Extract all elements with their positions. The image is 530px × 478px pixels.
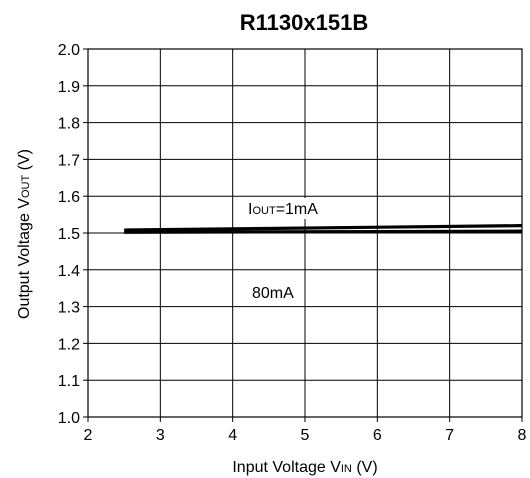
y-tick-label: 1.4 [58, 263, 80, 280]
y-tick-label: 1.1 [58, 373, 80, 390]
y-axis-label-unit: (V) [16, 149, 33, 175]
chart-title: R1130x151B [240, 10, 368, 35]
x-tick-labels: 2 3 4 5 6 7 8 [84, 427, 527, 444]
y-axis-label: Output Voltage VOUT (V) [16, 149, 33, 319]
y-tick-label: 1.6 [58, 189, 80, 206]
x-tick-label: 7 [445, 427, 454, 444]
y-tick-label: 2.0 [58, 42, 80, 59]
y-axis-label-main: Output Voltage V [16, 198, 33, 319]
y-tick-label: 1.7 [58, 152, 80, 169]
series-line-iout-1ma [124, 224, 523, 232]
y-tick-label: 1.5 [58, 226, 80, 243]
x-tick-label: 2 [84, 427, 93, 444]
y-tick-labels: 1.0 1.1 1.2 1.3 1.4 1.5 1.6 1.7 1.8 1.9 2.0 [58, 42, 80, 427]
x-axis-label-sub: IN [341, 463, 352, 475]
annotation-backing [244, 198, 354, 219]
y-tick-label: 1.3 [58, 300, 80, 317]
x-axis-label: Input Voltage VIN (V) [232, 459, 377, 476]
y-tick-label: 1.0 [58, 410, 80, 427]
plot-frame [87, 48, 523, 418]
x-tick-label: 4 [228, 427, 237, 444]
y-tick-label: 1.2 [58, 336, 80, 353]
annotation-80ma: 80mA [252, 285, 294, 302]
y-tick-label: 1.8 [58, 116, 80, 133]
y-axis-label-sub: OUT [20, 175, 32, 199]
annotation-iout-post: =1mA [276, 201, 319, 218]
x-tick-label: 8 [518, 427, 527, 444]
y-tick-label: 1.9 [58, 79, 80, 96]
grid [83, 48, 523, 422]
annotation-backing [248, 282, 304, 303]
x-tick-label: 5 [301, 427, 310, 444]
annotation-iout-pre: I [248, 201, 252, 218]
x-axis-label-unit: (V) [352, 459, 378, 476]
plot-area [124, 224, 523, 234]
x-tick-label: 3 [156, 427, 165, 444]
x-tick-label: 6 [373, 427, 382, 444]
annotation-iout-1ma: IOUT=1mA [248, 201, 318, 218]
x-axis-label-main: Input Voltage V [232, 459, 341, 476]
series-line-80ma [124, 229, 523, 234]
annotation-iout-sub: OUT [252, 205, 276, 217]
annotation-80ma-label: 80mA [252, 285, 294, 302]
